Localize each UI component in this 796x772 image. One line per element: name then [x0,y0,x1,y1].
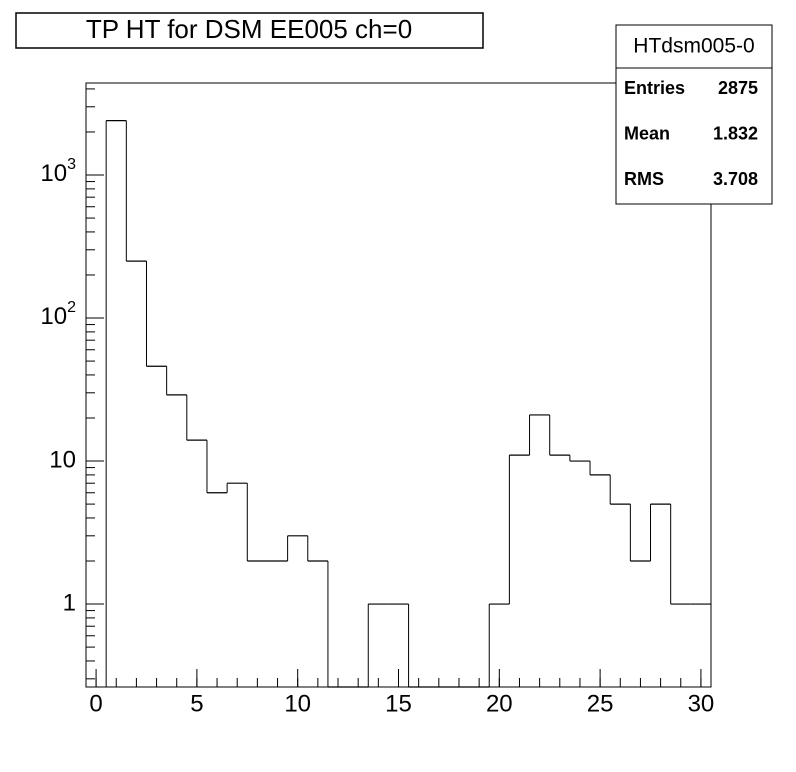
x-tick-label: 5 [190,690,203,717]
y-tick-label: 103 [40,156,76,187]
stats-box [615,24,773,205]
x-tick-label: 15 [385,690,412,717]
stats-label: Entries [624,78,685,98]
y-tick-label: 102 [40,299,76,330]
x-tick-label: 30 [688,690,715,717]
stats-value: 3.708 [713,169,758,189]
chart-title: TP HT for DSM EE005 ch=0 [86,14,412,44]
x-tick-label: 10 [284,690,311,717]
y-tick-label: 10 [49,446,76,473]
stats-label: RMS [624,169,664,189]
title-box [15,12,484,49]
stats-label: Mean [624,123,670,143]
stats-value: 2875 [718,78,758,98]
stats-value: 1.832 [713,123,758,143]
x-tick-label: 0 [89,690,102,717]
x-tick-label: 25 [587,690,614,717]
x-tick-label: 20 [486,690,513,717]
stats-title: HTdsm005-0 [633,35,754,58]
y-tick-label: 1 [63,589,76,616]
